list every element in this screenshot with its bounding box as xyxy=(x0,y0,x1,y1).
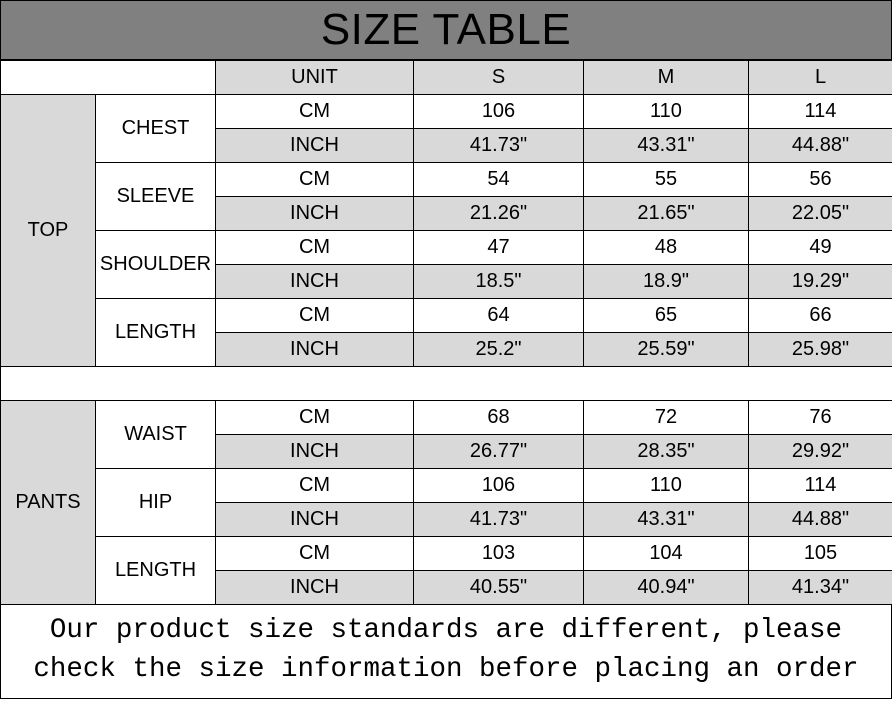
value-cell-m: 21.65" xyxy=(583,196,749,231)
unit-cell: CM xyxy=(215,298,414,333)
value-cell-l: 114 xyxy=(748,94,892,129)
table-row: INCH 18.5" 18.9" 19.29" xyxy=(1,264,892,299)
table-row: TOP CHEST CM 106 110 114 xyxy=(0,94,892,367)
unit-cell: CM xyxy=(215,400,414,435)
value-cell-l: 76 xyxy=(748,400,892,435)
table-row: INCH 41.73" 43.31" 44.88" xyxy=(1,128,892,163)
value-cell-s: 41.73" xyxy=(413,128,584,163)
table-row: HIP CM 106 110 114 xyxy=(1,468,892,537)
footer-line-1: Our product size standards are different… xyxy=(49,615,843,646)
unit-cell: CM xyxy=(215,162,414,197)
value-cell-m: 65 xyxy=(583,298,749,333)
header-size-l: L xyxy=(748,60,892,95)
measure-label: CHEST xyxy=(95,94,216,163)
unit-cell: INCH xyxy=(215,264,414,299)
value-cell-m: 25.59" xyxy=(583,332,749,367)
unit-cell: CM xyxy=(215,468,414,503)
measure-label: SHOULDER xyxy=(95,230,216,299)
unit-cell: INCH xyxy=(215,434,414,469)
value-cell-s: 25.2" xyxy=(413,332,584,367)
spacer-row xyxy=(0,366,892,401)
value-cell-l: 105 xyxy=(748,536,892,571)
header-size-m: M xyxy=(583,60,749,95)
value-cell-s: 47 xyxy=(413,230,584,265)
value-cell-l: 19.29" xyxy=(748,264,892,299)
measure-label: HIP xyxy=(95,468,216,537)
footer-notice: Our product size standards are different… xyxy=(0,605,892,699)
value-cell-m: 110 xyxy=(583,468,749,503)
value-cell-l: 44.88" xyxy=(748,502,892,537)
value-cell-m: 18.9" xyxy=(583,264,749,299)
value-cell-s: 18.5" xyxy=(413,264,584,299)
value-cell-s: 41.73" xyxy=(413,502,584,537)
value-cell-s: 68 xyxy=(413,400,584,435)
value-cell-m: 48 xyxy=(583,230,749,265)
value-cell-l: 66 xyxy=(748,298,892,333)
table-row: SHOULDER CM 47 48 49 xyxy=(1,230,892,299)
value-cell-m: 72 xyxy=(583,400,749,435)
unit-cell: CM xyxy=(215,94,414,129)
value-cell-m: 110 xyxy=(583,94,749,129)
value-cell-s: 106 xyxy=(413,94,584,129)
value-cell-s: 103 xyxy=(413,536,584,571)
table-row: LENGTH CM 64 65 66 xyxy=(1,298,892,367)
unit-cell: CM xyxy=(215,536,414,571)
measure-label: SLEEVE xyxy=(95,162,216,231)
table-row: LENGTH CM 103 104 105 xyxy=(1,536,892,605)
header-row: UNIT S M L xyxy=(0,60,892,95)
section-label: PANTS xyxy=(0,400,96,605)
unit-cell: INCH xyxy=(215,570,414,605)
unit-cell: INCH xyxy=(215,128,414,163)
header-unit: UNIT xyxy=(215,60,414,95)
table-row: INCH 21.26" 21.65" 22.05" xyxy=(1,196,892,231)
value-cell-s: 54 xyxy=(413,162,584,197)
value-cell-l: 22.05" xyxy=(748,196,892,231)
table-row: SLEEVE CM 54 55 56 xyxy=(1,162,892,231)
unit-cell: INCH xyxy=(215,332,414,367)
value-cell-l: 44.88" xyxy=(748,128,892,163)
value-cell-l: 49 xyxy=(748,230,892,265)
measure-label: LENGTH xyxy=(95,298,216,367)
value-cell-m: 43.31" xyxy=(583,128,749,163)
footer-line-2: check the size information before placin… xyxy=(33,654,859,685)
value-cell-m: 43.31" xyxy=(583,502,749,537)
page-title: SIZE TABLE xyxy=(320,5,572,54)
value-cell-s: 64 xyxy=(413,298,584,333)
value-cell-s: 106 xyxy=(413,468,584,503)
value-cell-l: 114 xyxy=(748,468,892,503)
value-cell-s: 40.55" xyxy=(413,570,584,605)
value-cell-s: 21.26" xyxy=(413,196,584,231)
unit-cell: INCH xyxy=(215,196,414,231)
size-table: UNIT S M L TOP CHEST CM 106 110 114 INCH 41.73"… xyxy=(0,60,892,605)
value-cell-l: 56 xyxy=(748,162,892,197)
table-row: INCH 40.55" 40.94" 41.34" xyxy=(1,570,892,605)
title-bar: SIZE TABLE xyxy=(0,0,892,60)
measure-label: WAIST xyxy=(95,400,216,469)
unit-cell: CM xyxy=(215,230,414,265)
table-row: INCH 41.73" 43.31" 44.88" xyxy=(1,502,892,537)
spacer-cell xyxy=(0,366,892,401)
measure-label: LENGTH xyxy=(95,536,216,605)
value-cell-m: 55 xyxy=(583,162,749,197)
value-cell-m: 40.94" xyxy=(583,570,749,605)
header-blank-cell xyxy=(0,60,216,95)
value-cell-m: 104 xyxy=(583,536,749,571)
value-cell-s: 26.77" xyxy=(413,434,584,469)
value-cell-m: 28.35" xyxy=(583,434,749,469)
value-cell-l: 41.34" xyxy=(748,570,892,605)
section-label: TOP xyxy=(0,94,96,367)
table-row: PANTS WAIST CM 68 72 76 xyxy=(0,400,892,605)
value-cell-l: 25.98" xyxy=(748,332,892,367)
header-size-s: S xyxy=(413,60,584,95)
value-cell-l: 29.92" xyxy=(748,434,892,469)
table-row: INCH 25.2" 25.59" 25.98" xyxy=(1,332,892,367)
unit-cell: INCH xyxy=(215,502,414,537)
